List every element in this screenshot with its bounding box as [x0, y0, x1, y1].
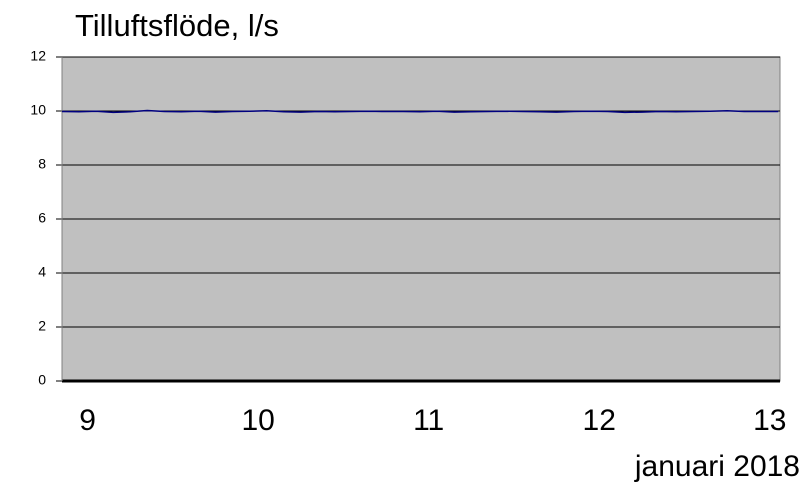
x-tick-label: 13 — [753, 404, 786, 437]
data-line — [61, 109, 779, 114]
y-tick-label: 10 — [30, 102, 46, 118]
y-tick-label: 8 — [38, 156, 46, 172]
y-tick-label: 4 — [38, 264, 46, 280]
x-tick-label: 12 — [583, 404, 616, 437]
y-tick-label: 0 — [38, 372, 46, 388]
x-tick-label: 9 — [79, 404, 96, 437]
chart-title: Tilluftsflöde, l/s — [75, 8, 279, 43]
x-tick-label: 10 — [241, 404, 274, 437]
y-tick-label: 2 — [38, 318, 46, 334]
x-tick-label: 11 — [413, 404, 444, 437]
y-tick-label: 6 — [38, 210, 46, 226]
y-tick-label: 12 — [30, 48, 46, 64]
x-axis-label: januari 2018 — [634, 450, 800, 483]
